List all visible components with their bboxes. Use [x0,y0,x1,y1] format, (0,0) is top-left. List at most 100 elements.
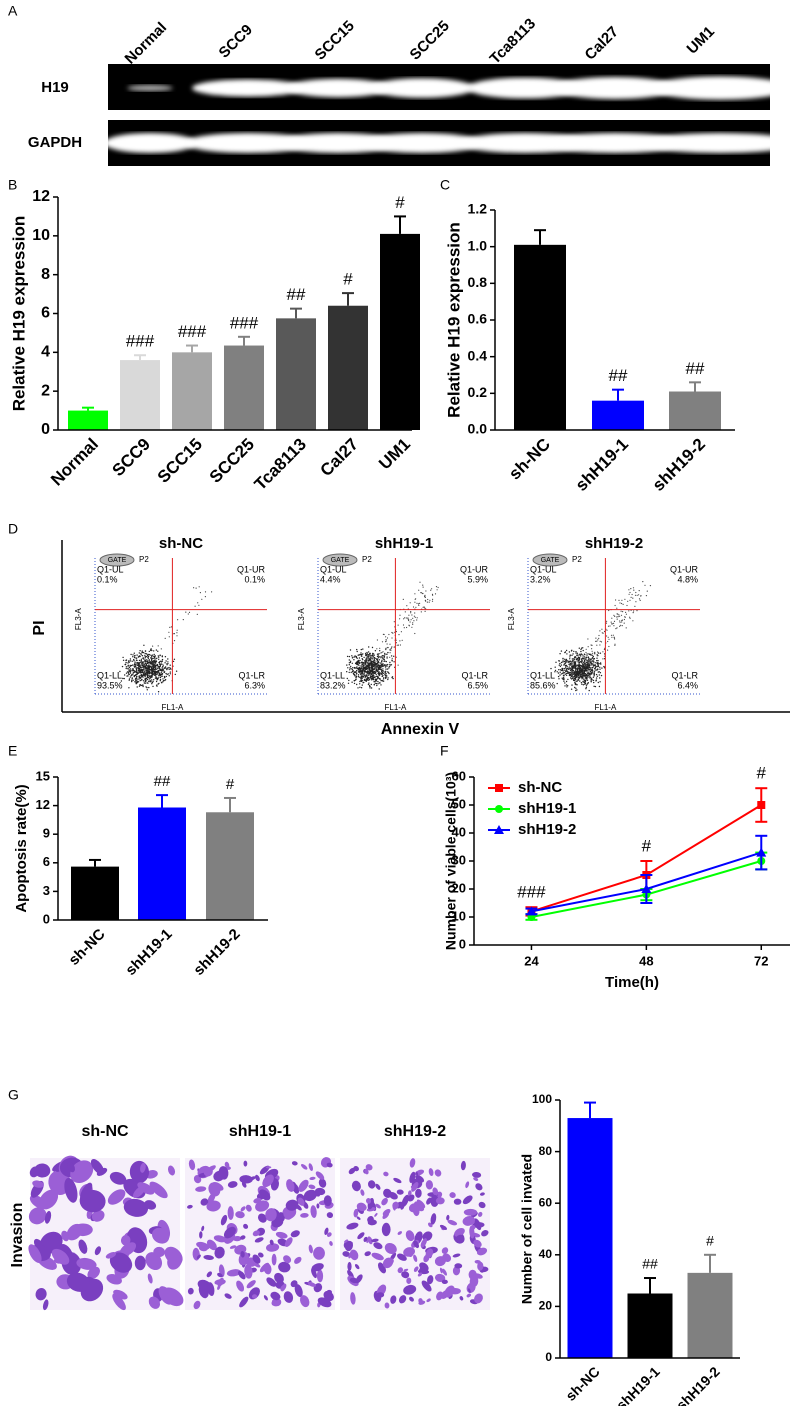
event-dot [632,620,634,622]
cell [70,1160,94,1184]
bar [669,391,721,430]
lane-label: SCC15 [312,17,358,63]
cell [196,1254,201,1260]
event-dot [606,635,608,637]
row-label: GAPDH [28,134,82,151]
event-dot [425,600,427,602]
event-dot [140,659,142,662]
x-axis-title: Time(h) [605,974,659,991]
event-dot [564,673,566,675]
bar [592,400,644,430]
cell [269,1239,274,1246]
event-dot [403,627,405,629]
event-dot [368,672,370,675]
cell [240,1235,246,1240]
event-dot [409,602,411,604]
cell [144,1200,157,1210]
event-dot [414,616,416,618]
event-dot [592,676,595,678]
cell [291,1201,299,1206]
event-dot [407,617,409,619]
cell [452,1266,461,1276]
event-dot [627,600,629,602]
event-dot [589,676,591,678]
event-dot [385,641,387,643]
event-dot [382,668,384,670]
event-dot [146,662,149,665]
event-dot [134,665,137,667]
event-dot [361,672,363,675]
event-dot [187,613,189,615]
cell [206,1200,221,1212]
event-dot [622,603,624,606]
event-dot [571,658,574,660]
event-dot [595,640,597,643]
event-dot [560,650,563,652]
event-dot [588,657,590,660]
cell [243,1223,249,1229]
event-dot [424,607,426,609]
event-dot [157,645,159,647]
cell [257,1213,267,1223]
event-dot [135,677,138,679]
event-dot [590,677,593,679]
event-dot [402,598,404,601]
event-dot [356,669,358,672]
event-dot [144,657,146,659]
event-dot [151,672,153,675]
y-tick-label: 50 [452,796,466,811]
event-dot [366,653,369,655]
cell [76,1257,97,1270]
y-tick-label: 0 [545,1350,552,1364]
event-dot [554,669,557,672]
event-dot [132,672,135,674]
event-dot [420,592,423,594]
event-dot [172,660,175,663]
cell [213,1235,227,1243]
event-dot [559,665,562,668]
event-dot [616,616,618,618]
event-dot [133,670,135,672]
event-dot [612,634,614,636]
event-dot [380,684,382,686]
event-dot [348,679,350,682]
event-dot [379,666,381,668]
event-dot [374,650,377,652]
event-dot [586,653,588,655]
event-dot [564,651,567,653]
event-dot [593,672,595,675]
event-dot [585,675,588,677]
event-dot [638,598,641,600]
event-dot [596,662,599,665]
event-dot [414,598,416,600]
event-dot [387,678,389,681]
event-dot [570,660,572,662]
x-tick-label: shH19-1 [572,435,632,495]
cell [355,1274,363,1284]
event-dot [361,677,363,680]
event-dot [142,666,144,668]
event-dot [614,604,616,607]
event-dot [147,666,149,668]
event-dot [569,654,571,656]
event-dot [129,660,132,662]
cell [317,1297,332,1308]
event-dot [571,684,573,686]
y-axis-title: Relative H19 expression [444,222,463,418]
event-dot [636,594,638,596]
event-dot [581,678,583,680]
event-dot [595,680,597,682]
cell [303,1189,317,1202]
event-dot [582,676,584,678]
event-dot [157,683,159,685]
event-dot [370,687,373,689]
event-dot [361,661,363,664]
event-dot [354,655,356,657]
event-dot [578,673,580,675]
event-dot [145,664,147,667]
cell [217,1284,221,1290]
event-dot [649,585,652,587]
x-tick-label: shH19-2 [649,435,709,495]
event-dot [578,676,580,678]
cell [207,1282,215,1297]
